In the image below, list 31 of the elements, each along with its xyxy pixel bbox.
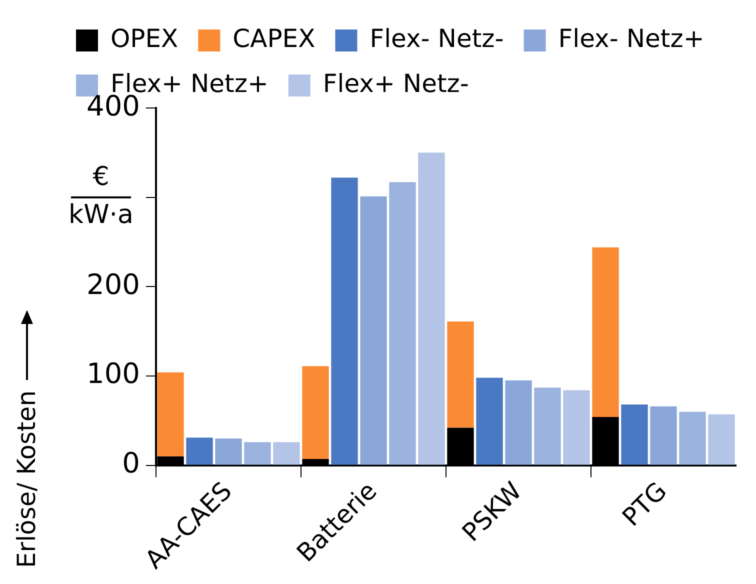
y-axis-title: Erlöse/ Kosten: [12, 390, 41, 568]
bar: [621, 404, 648, 465]
bar: [592, 247, 619, 418]
bar: [331, 178, 358, 465]
bar: [679, 412, 706, 465]
legend-label: Flex+ Netz-: [322, 69, 469, 98]
bar: [650, 406, 677, 465]
bar: [360, 196, 387, 465]
bar: [708, 414, 735, 465]
bar: [273, 442, 300, 465]
legend-label: CAPEX: [232, 24, 316, 53]
y-tick-label: 0: [122, 446, 140, 480]
legend-label: Flex- Netz-: [370, 24, 504, 53]
bar: [447, 321, 474, 428]
y-tick-label: 100: [86, 357, 140, 390]
bar: [157, 372, 184, 456]
bar: [534, 388, 561, 465]
bar: [215, 438, 242, 465]
bar: [389, 182, 416, 465]
bar: [418, 152, 445, 465]
bar: [302, 366, 329, 460]
y-tick-label: 200: [86, 268, 140, 301]
text: €: [92, 162, 110, 192]
text: kW·a: [68, 200, 134, 230]
bar: [476, 378, 503, 465]
legend-label: OPEX: [110, 24, 178, 53]
bar: [563, 390, 590, 465]
bar: [186, 438, 213, 465]
bar: [505, 380, 532, 465]
legend-label: Flex- Netz+: [558, 24, 704, 53]
bar: [244, 442, 271, 465]
